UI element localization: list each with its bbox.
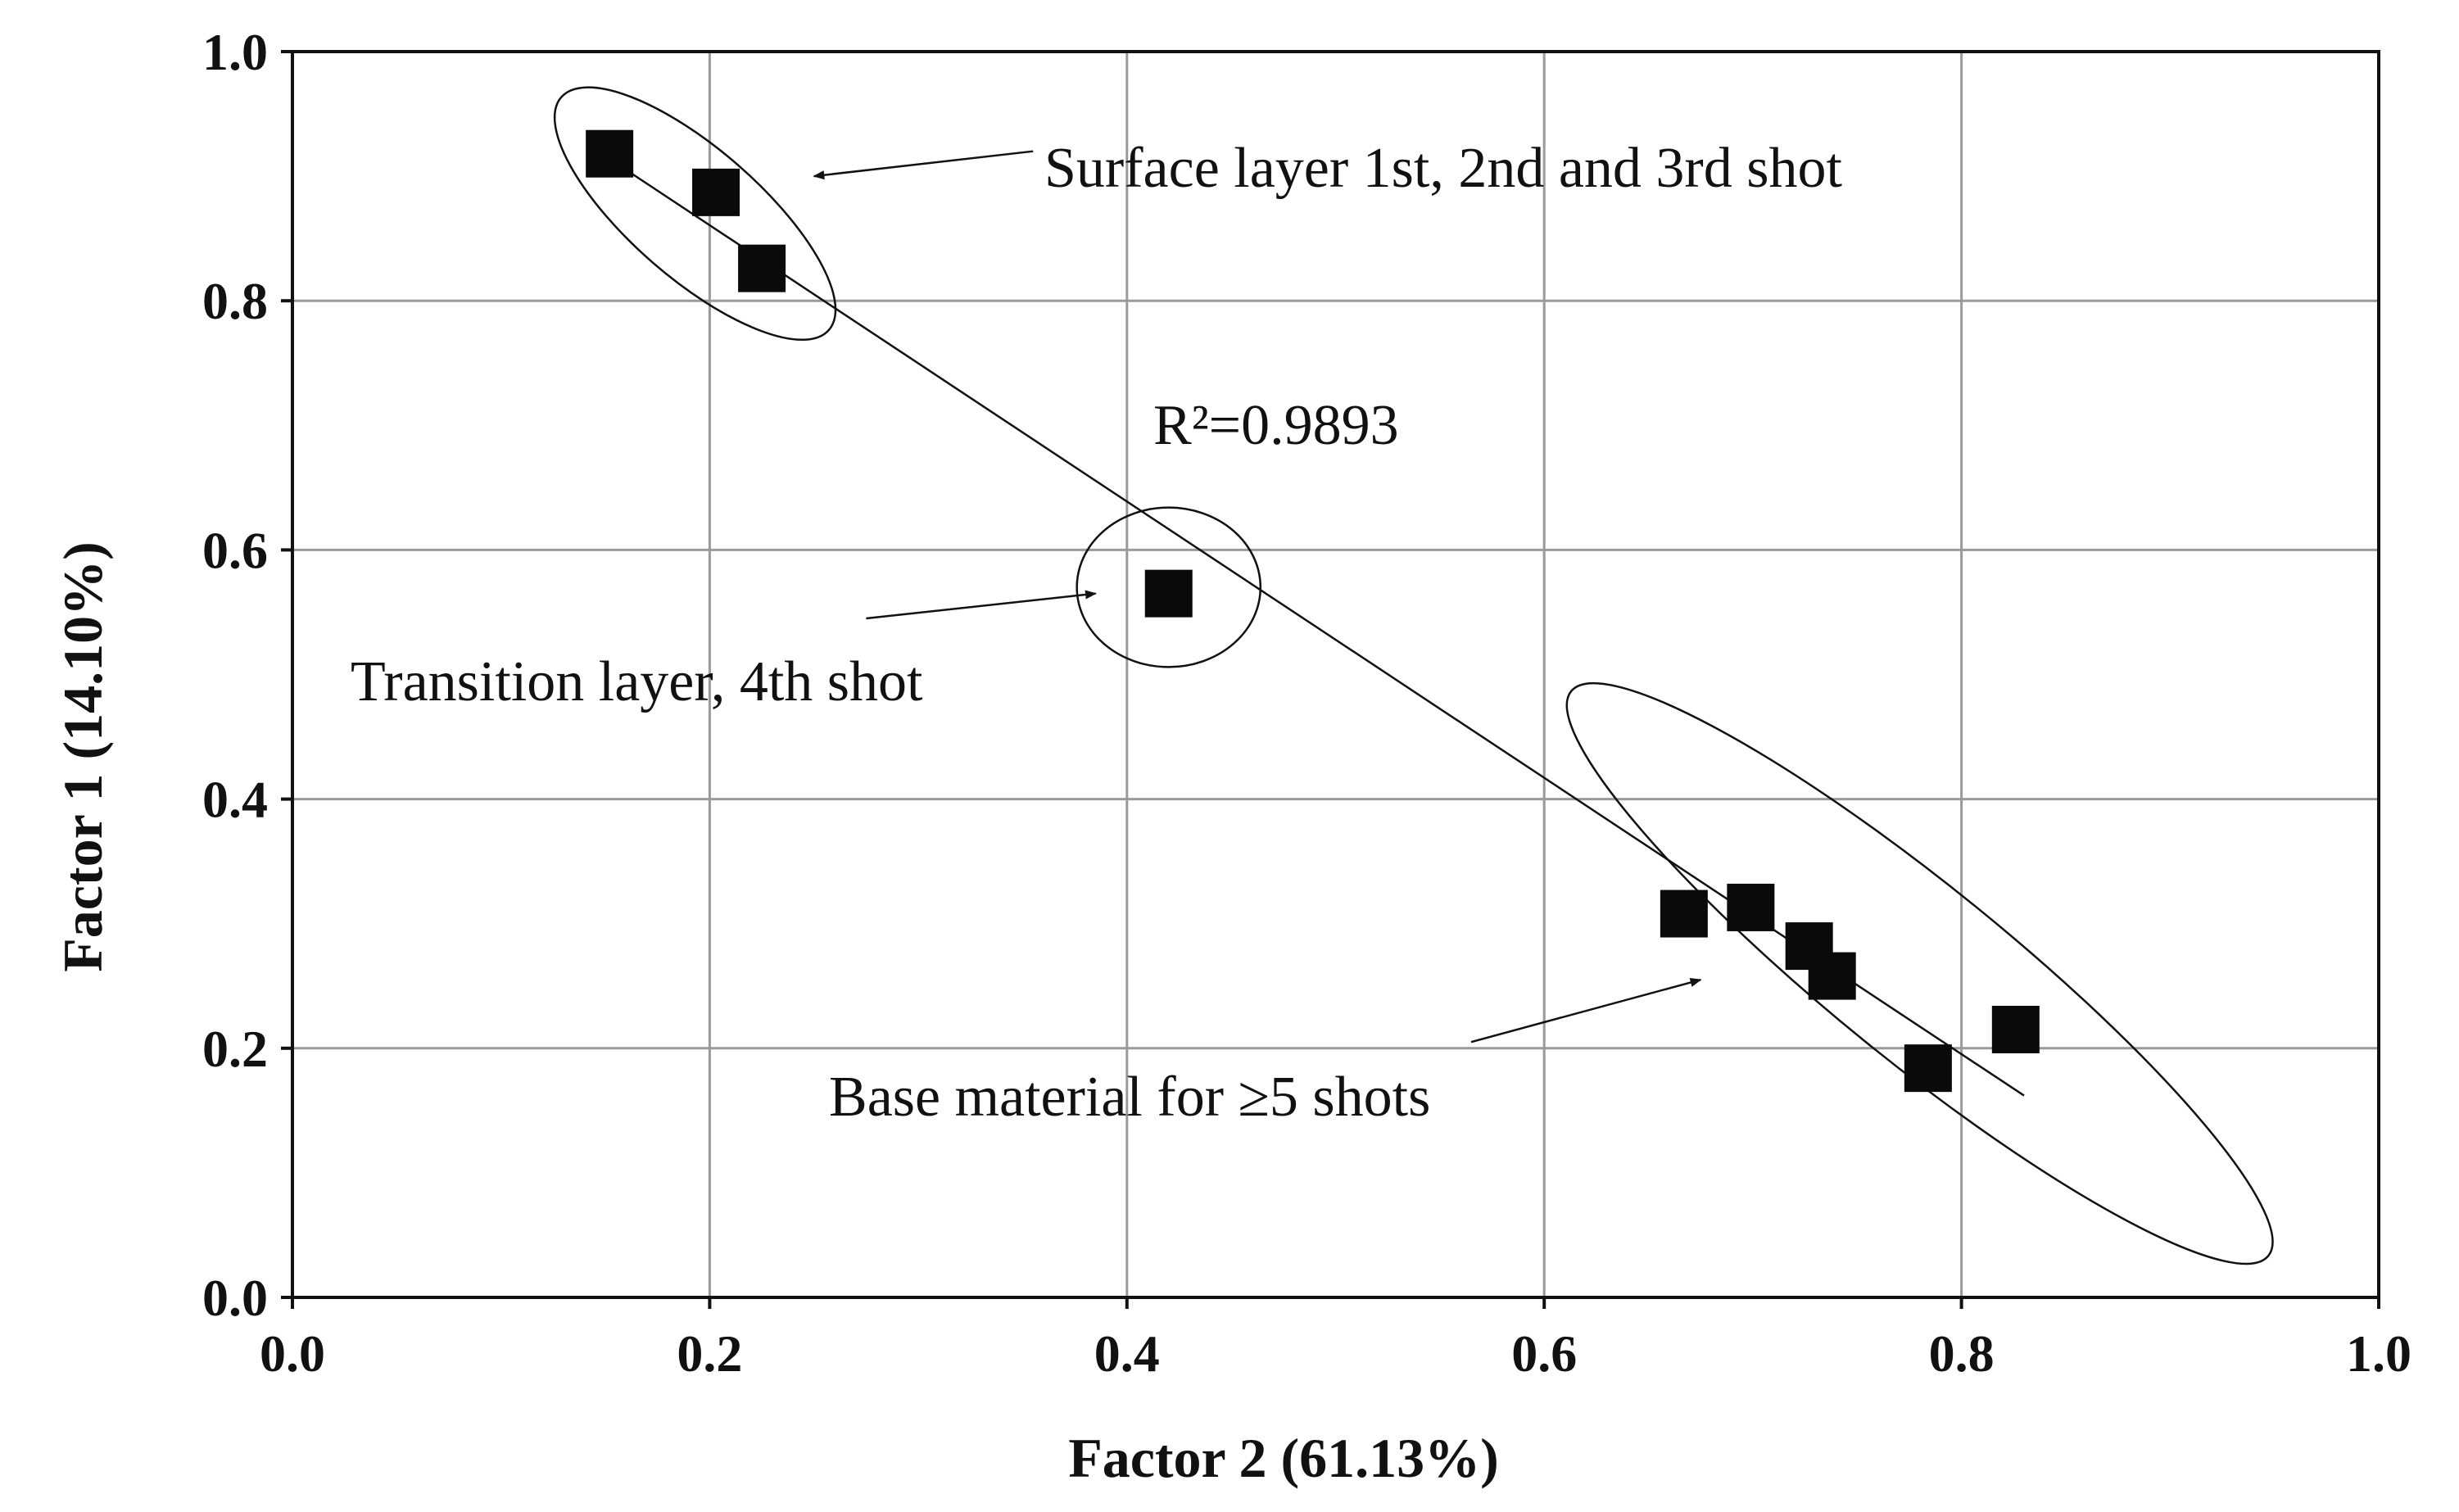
y-tick-label: 0.6 (202, 521, 268, 579)
data-point-square (1904, 1044, 1952, 1093)
x-tick-label: 0.8 (1929, 1324, 1995, 1383)
x-tick-label: 1.0 (2346, 1324, 2411, 1383)
data-point-square (1727, 883, 1775, 931)
gridlines (292, 52, 2379, 1297)
data-point-square (1144, 569, 1193, 618)
data-points (586, 129, 2040, 1093)
y-tick-label: 1.0 (202, 23, 268, 81)
base-material-label: Base material for ≥5 shots (829, 1066, 1430, 1129)
y-tick-label: 0.0 (202, 1269, 268, 1327)
transition-layer-ellipse (1076, 506, 1262, 668)
base-material-arrow (1470, 978, 1702, 1043)
x-axis-title: Factor 2 (61.13%) (1068, 1427, 1499, 1489)
axis-ticks (281, 50, 2380, 1309)
x-axis-tick-labels: 0.0 0.2 0.4 0.6 0.8 1.0 (260, 1324, 2411, 1383)
x-tick-label: 0.2 (677, 1324, 742, 1383)
group-ellipses (553, 86, 2274, 1265)
x-tick-label: 0.0 (260, 1324, 325, 1383)
plot-area-frame (291, 50, 2380, 1299)
y-axis-tick-labels: 0.0 0.2 0.4 0.6 0.8 1.0 (202, 23, 268, 1327)
data-point-square (738, 244, 786, 292)
transition-layer-arrow (866, 590, 1097, 620)
r-squared-label: R²=0.9893 (1153, 394, 1399, 457)
data-point-square (692, 168, 740, 216)
data-point-square (1808, 952, 1856, 1000)
y-tick-label: 0.2 (202, 1020, 268, 1078)
transition-layer-label: Transition layer, 4th shot (351, 650, 923, 713)
y-axis-title: Factor 1 (14.10%) (52, 541, 114, 972)
x-tick-label: 0.6 (1511, 1324, 1577, 1383)
surface-layer-label: Surface layer 1st, 2nd and 3rd shot (1044, 137, 1842, 200)
surface-layer-arrow (813, 150, 1034, 180)
data-point-square (1660, 890, 1708, 938)
data-point-square (586, 129, 634, 178)
data-point-square (1991, 1005, 2040, 1053)
annotation-arrows (813, 150, 1702, 1043)
y-tick-label: 0.4 (202, 771, 268, 829)
x-tick-label: 0.4 (1094, 1324, 1160, 1383)
y-tick-label: 0.8 (202, 272, 268, 330)
surface-layer-ellipse (553, 86, 837, 342)
base-material-ellipse (1565, 681, 2274, 1265)
